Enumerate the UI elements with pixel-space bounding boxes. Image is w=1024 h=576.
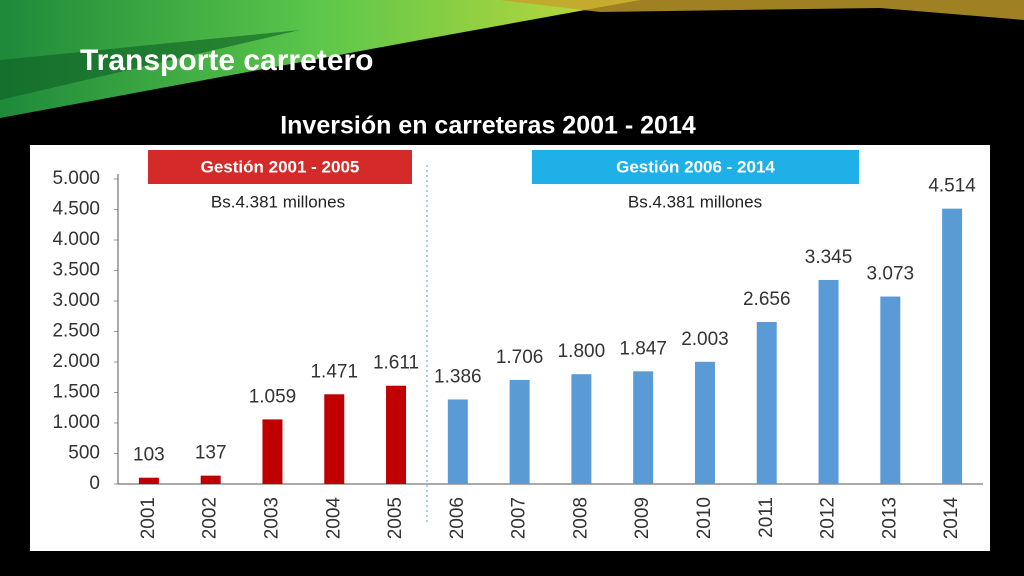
decoration xyxy=(0,30,300,100)
x-tick-label: 2005 xyxy=(385,497,406,539)
group-banner xyxy=(532,150,859,184)
x-tick-label: 2010 xyxy=(694,497,715,539)
x-tick-label: 2004 xyxy=(323,497,344,540)
decoration xyxy=(0,0,640,118)
value-label: 3.073 xyxy=(867,264,915,285)
group-note: Bs.4.381 millones xyxy=(628,192,762,211)
x-tick-label: 2008 xyxy=(570,497,591,539)
bar xyxy=(694,361,715,484)
value-label: 1.706 xyxy=(496,347,544,368)
bar xyxy=(138,477,159,484)
value-label: 1.611 xyxy=(373,353,419,374)
y-tick-label: 500 xyxy=(68,443,100,464)
value-label: 4.514 xyxy=(928,176,976,197)
bar xyxy=(571,374,592,484)
bar xyxy=(509,379,530,484)
bar xyxy=(262,419,283,484)
group-label: Gestión 2006 - 2014 xyxy=(616,157,775,176)
group-banner xyxy=(148,150,412,184)
y-tick-label: 2.000 xyxy=(52,351,100,372)
y-tick-label: 0 xyxy=(89,473,100,494)
y-tick-label: 3.000 xyxy=(52,290,100,311)
bar xyxy=(386,385,407,484)
value-label: 3.345 xyxy=(805,247,853,268)
y-tick-label: 1.000 xyxy=(52,412,100,433)
value-label: 137 xyxy=(195,443,227,464)
decoration xyxy=(500,0,1024,20)
y-tick-label: 4.500 xyxy=(52,199,100,220)
x-tick-label: 2012 xyxy=(818,497,839,539)
bar xyxy=(447,399,468,484)
value-label: 2.003 xyxy=(681,329,729,350)
y-tick-label: 1.500 xyxy=(52,382,100,403)
y-tick-label: 5.000 xyxy=(52,168,100,189)
value-label: 1.386 xyxy=(434,366,482,387)
x-tick-label: 2002 xyxy=(200,497,221,539)
value-label: 1.471 xyxy=(310,361,358,382)
chart-title: Inversión en carreteras 2001 - 2014 xyxy=(280,112,696,140)
x-tick-label: 2007 xyxy=(509,497,530,539)
x-tick-label: 2013 xyxy=(879,497,900,539)
bar xyxy=(633,371,654,484)
bar xyxy=(818,279,839,484)
value-label: 1.847 xyxy=(619,338,667,359)
bar xyxy=(942,208,963,484)
bar xyxy=(756,321,777,484)
bar xyxy=(880,296,901,484)
x-tick-label: 2011 xyxy=(756,497,777,538)
x-tick-label: 2009 xyxy=(632,497,653,539)
group-label: Gestión 2001 - 2005 xyxy=(201,157,360,176)
group-note: Bs.4.381 millones xyxy=(211,192,345,211)
slide-title: Transporte carretero xyxy=(80,44,373,77)
value-label: 1.059 xyxy=(249,386,297,407)
x-tick-label: 2014 xyxy=(941,497,962,540)
x-tick-label: 2003 xyxy=(261,497,282,539)
value-label: 1.800 xyxy=(558,341,606,362)
y-tick-label: 4.000 xyxy=(52,229,100,250)
bar xyxy=(200,475,221,484)
bar xyxy=(324,394,345,484)
y-tick-label: 2.500 xyxy=(52,321,100,342)
x-tick-label: 2001 xyxy=(138,497,159,539)
y-tick-label: 3.500 xyxy=(52,260,100,281)
x-tick-label: 2006 xyxy=(447,497,468,539)
value-label: 103 xyxy=(133,445,165,466)
value-label: 2.656 xyxy=(743,289,791,310)
